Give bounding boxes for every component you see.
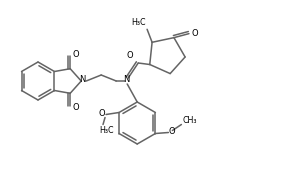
Text: O: O xyxy=(192,29,198,38)
Text: O: O xyxy=(127,52,134,61)
Text: O: O xyxy=(168,127,175,136)
Text: N: N xyxy=(79,76,85,85)
Text: N: N xyxy=(123,76,130,85)
Text: O: O xyxy=(99,109,105,118)
Text: H₃C: H₃C xyxy=(99,126,113,135)
Text: H₃C: H₃C xyxy=(131,18,145,27)
Text: CH₃: CH₃ xyxy=(182,116,197,125)
Text: O: O xyxy=(73,103,79,112)
Text: O: O xyxy=(73,50,79,59)
